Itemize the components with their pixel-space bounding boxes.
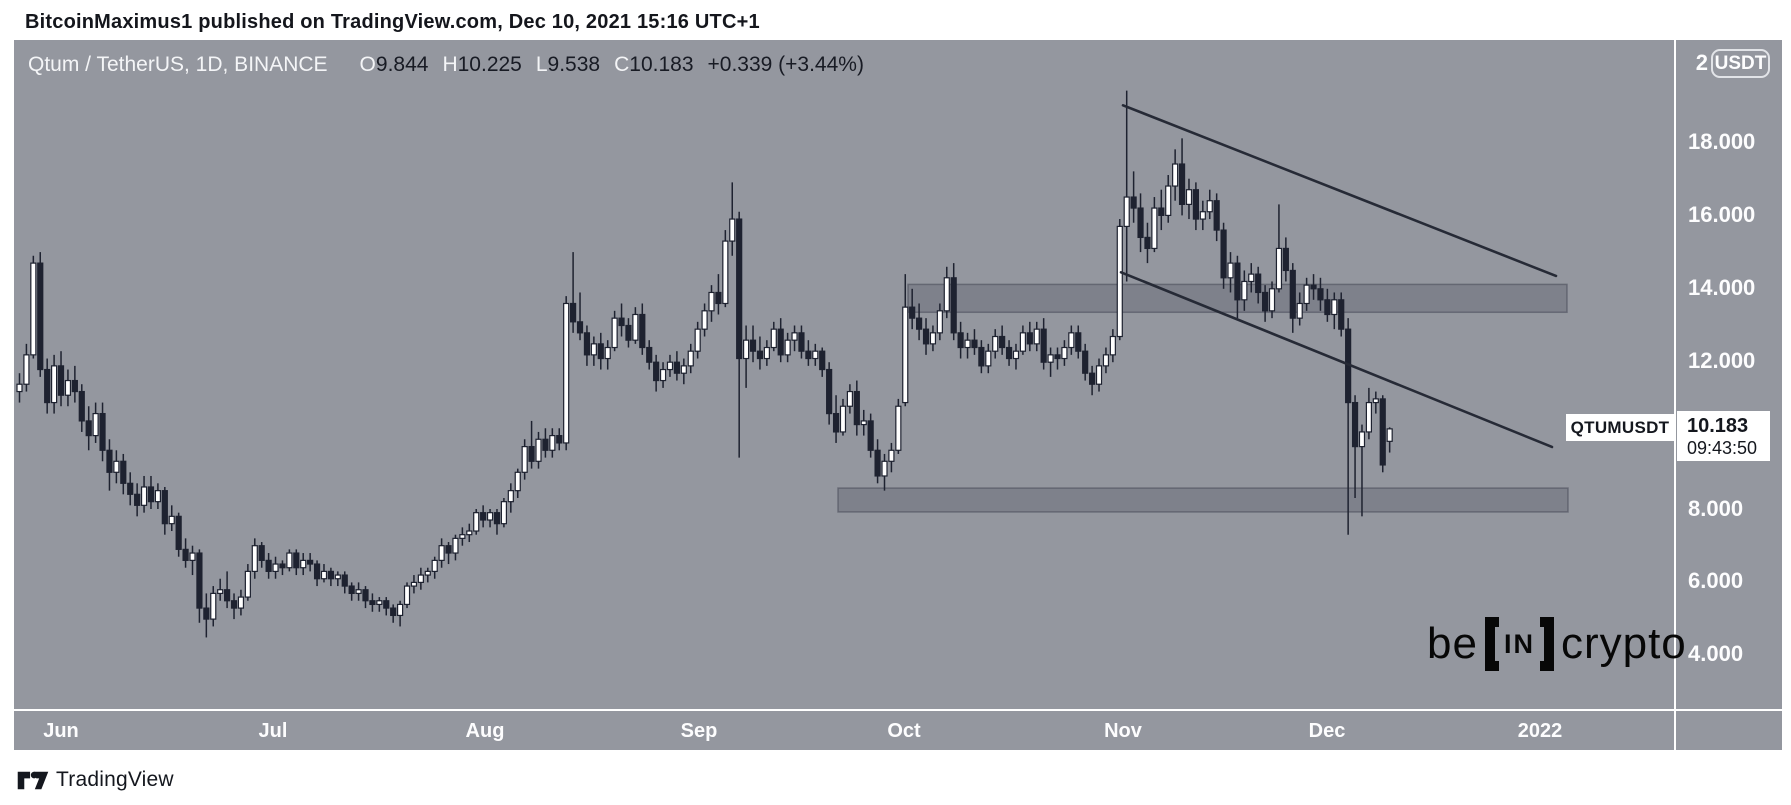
bar-countdown: 09:43:50 <box>1687 438 1758 458</box>
price-axis-label[interactable]: 8.000 <box>1688 496 1744 521</box>
time-axis-label[interactable]: 2022 <box>1517 720 1563 742</box>
chart-legend: Qtum / TetherUS, 1D, BINANCE O9.844 H10.22… <box>28 53 864 77</box>
time-axis-label[interactable]: Nov <box>1104 720 1142 742</box>
price-axis-label[interactable]: 4.000 <box>1688 641 1744 666</box>
low-value: 9.538 <box>547 53 601 76</box>
time-axis-label[interactable]: Dec <box>1308 720 1346 742</box>
last-price-tag: 10.183 09:43:50 <box>1677 411 1770 461</box>
watermark-crypto: crypto <box>1560 619 1687 668</box>
open-label: O <box>359 53 376 76</box>
last-price-symbol-tag: QTUMUSDT <box>1566 414 1674 441</box>
time-axis-separator <box>14 709 1782 711</box>
change-value: +0.339 (+3.44%) <box>707 53 864 76</box>
time-axis-label[interactable]: Oct <box>887 720 921 742</box>
high-label: H <box>442 53 458 76</box>
watermark-in: IN <box>1503 628 1535 659</box>
last-price-value: 10.183 <box>1687 415 1749 437</box>
close-label: C <box>614 53 630 76</box>
tradingview-brand-link[interactable]: TradingView <box>56 768 174 791</box>
price-axis-label[interactable]: 14.000 <box>1688 275 1756 300</box>
beincrypto-watermark: be IN crypto <box>1427 617 1687 671</box>
symbol-description[interactable]: Qtum / TetherUS, 1D, BINANCE <box>28 53 328 76</box>
publish-attribution: BitcoinMaximus1 published on TradingView… <box>25 11 760 33</box>
time-axis-label[interactable]: Aug <box>465 720 505 742</box>
tradingview-logo-icon[interactable] <box>17 770 49 791</box>
open-value: 9.844 <box>375 53 429 76</box>
watermark-be: be <box>1427 619 1478 668</box>
footer-bar: TradingView <box>0 750 1791 805</box>
price-axis-label-partial: 2 <box>1695 50 1708 75</box>
bracket-left-icon <box>1484 617 1499 671</box>
price-axis-label[interactable]: 18.000 <box>1688 129 1756 154</box>
price-axis-label[interactable]: 16.000 <box>1688 202 1756 227</box>
time-axis-label[interactable]: Jun <box>43 720 79 742</box>
price-axis-label[interactable]: 6.000 <box>1688 568 1744 593</box>
high-value: 10.225 <box>457 53 522 76</box>
low-label: L <box>535 53 548 76</box>
price-axis-separator <box>1674 40 1676 750</box>
price-axis-label[interactable]: 12.000 <box>1688 348 1756 373</box>
bracket-right-icon <box>1539 617 1554 671</box>
currency-badge[interactable]: USDT <box>1711 49 1770 78</box>
close-value: 10.183 <box>629 53 694 76</box>
time-axis-label[interactable]: Sep <box>680 720 718 742</box>
time-axis-label[interactable]: Jul <box>258 720 288 742</box>
